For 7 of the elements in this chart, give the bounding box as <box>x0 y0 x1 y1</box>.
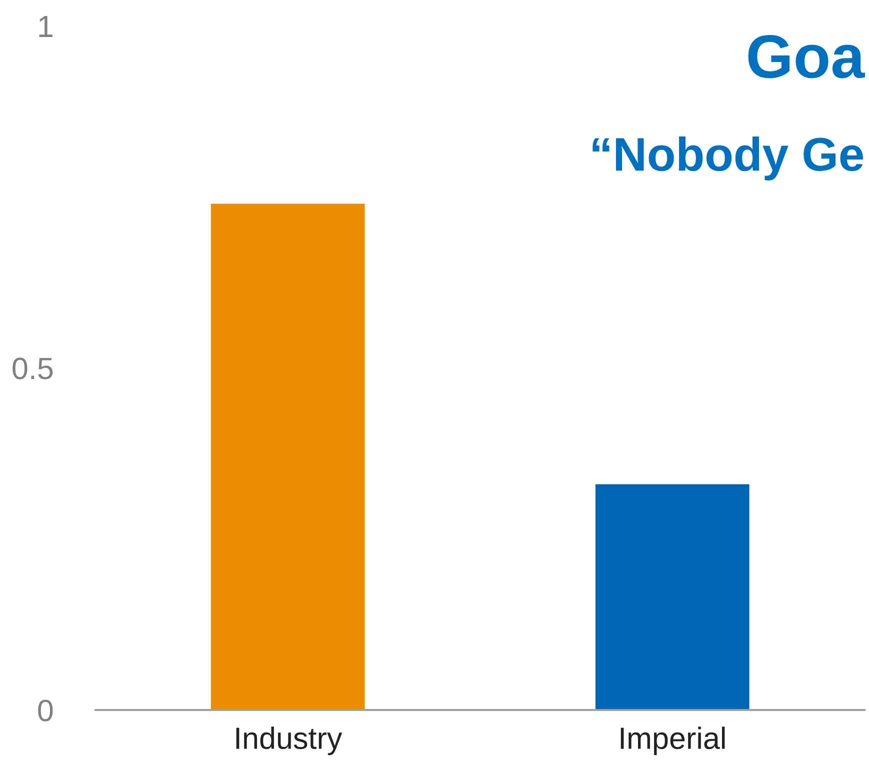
y-tick-label: 1 <box>39 16 52 37</box>
x-tick-label: Industry <box>236 726 342 756</box>
chart-title: Goa <box>748 34 866 78</box>
x-tick-label: Imperial <box>620 726 725 756</box>
y-tick-label: 0 <box>38 700 53 722</box>
text: “Nobody Ge <box>592 136 864 180</box>
y-tick-label: 0.5 <box>12 358 53 380</box>
